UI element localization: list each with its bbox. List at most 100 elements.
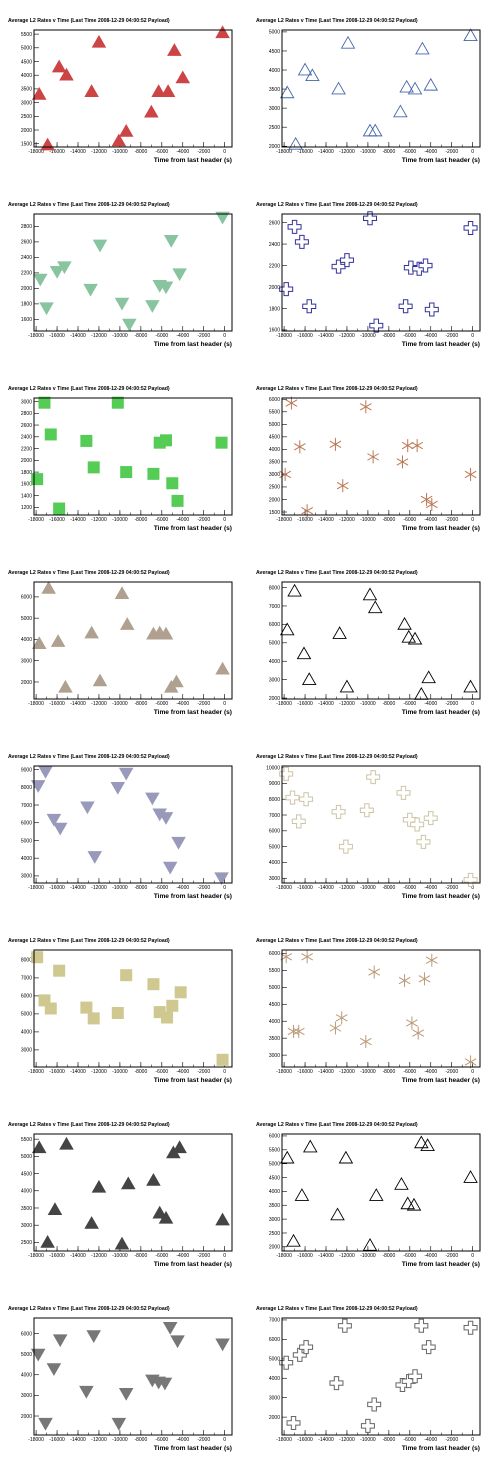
y-tick-label: 2000 <box>21 128 32 134</box>
chart-title: Average L2 Rates v Time (Last Time 2008-… <box>256 938 418 944</box>
x-tick-label: 0 <box>471 333 474 339</box>
data-point <box>40 1234 55 1248</box>
y-tick-label: 3000 <box>21 1223 32 1229</box>
data-point <box>418 972 431 986</box>
data-point <box>52 1334 68 1348</box>
x-tick-label: -6000 <box>155 1253 168 1259</box>
x-tick-label: -4000 <box>424 517 437 523</box>
data-point <box>407 631 423 645</box>
y-tick-label: 5000 <box>269 422 280 428</box>
x-tick-label: -12000 <box>339 885 355 891</box>
x-tick-label: 0 <box>471 149 474 155</box>
data-point <box>339 253 354 268</box>
y-tick-label: 3000 <box>269 1395 280 1401</box>
x-tick-label: -2000 <box>445 333 458 339</box>
x-tick-label: -18000 <box>276 1069 292 1075</box>
x-tick-label: -10000 <box>360 701 376 707</box>
y-tick-label: 5000 <box>269 641 280 647</box>
data-point <box>160 434 172 447</box>
x-axis-label: Time from last header (s) <box>154 341 232 348</box>
x-tick-label: -10000 <box>112 149 128 155</box>
data-point <box>47 1202 63 1216</box>
plot-border <box>33 213 233 332</box>
data-point <box>421 670 436 684</box>
chart-title: Average L2 Rates v Time (Last Time 2008-… <box>8 1306 170 1312</box>
data-point <box>80 434 93 447</box>
data-point <box>301 672 317 685</box>
x-axis-label: Time from last header (s) <box>402 157 480 164</box>
data-point <box>215 1338 230 1352</box>
data-point <box>111 1417 127 1431</box>
y-tick-label: 3000 <box>21 659 32 665</box>
y-tick-label: 2800 <box>21 411 32 417</box>
x-tick-label: -4000 <box>176 1253 189 1259</box>
data-point <box>331 259 346 274</box>
data-point <box>41 580 56 594</box>
data-point <box>294 1188 310 1201</box>
data-point <box>287 219 302 234</box>
x-tick-label: -18000 <box>28 1437 44 1443</box>
data-point <box>416 834 431 849</box>
x-tick-label: 0 <box>223 1253 226 1259</box>
x-tick-label: -14000 <box>70 1437 86 1443</box>
x-tick-label: -2000 <box>445 1253 458 1259</box>
data-point <box>420 492 433 506</box>
chart-title: Average L2 Rates v Time (Last Time 2008-… <box>256 202 418 208</box>
data-point <box>359 803 374 818</box>
x-tick-label: -6000 <box>155 333 168 339</box>
y-tick-label: 5000 <box>21 46 32 52</box>
data-point <box>145 792 160 806</box>
data-point <box>339 679 355 693</box>
x-tick-label: -14000 <box>70 701 86 707</box>
y-tick-label: 4000 <box>269 860 280 866</box>
data-point <box>367 123 383 137</box>
data-point <box>160 84 176 97</box>
x-tick-label: 0 <box>471 1437 474 1443</box>
y-tick-label: 1600 <box>21 317 32 323</box>
y-tick-label: 2000 <box>21 286 32 292</box>
x-axis-label: Time from last header (s) <box>154 709 232 716</box>
data-point <box>464 467 477 481</box>
scatter-chart: Average L2 Rates v Time (Last Time 2008-… <box>8 570 233 716</box>
x-tick-label: -2000 <box>197 1253 210 1259</box>
y-tick-label: 6000 <box>269 951 280 957</box>
x-tick-label: -8000 <box>134 1069 147 1075</box>
y-tick-label: 2000 <box>269 285 280 291</box>
y-tick-label: 4500 <box>269 49 280 55</box>
scatter-chart: Average L2 Rates v Time (Last Time 2008-… <box>256 386 481 532</box>
y-tick-label: 3000 <box>21 399 32 405</box>
data-point <box>411 439 424 453</box>
x-tick-label: -6000 <box>403 1253 416 1259</box>
x-tick-label: -14000 <box>70 333 86 339</box>
data-point <box>147 467 160 480</box>
data-point <box>214 872 229 886</box>
data-point <box>49 266 65 279</box>
y-tick-label: 3000 <box>269 1053 280 1059</box>
y-tick-label: 1600 <box>269 328 280 334</box>
y-tick-label: 4500 <box>269 1002 280 1008</box>
x-axis-label: Time from last header (s) <box>402 525 480 532</box>
y-tick-label: 5000 <box>269 1161 280 1167</box>
x-tick-label: -6000 <box>155 701 168 707</box>
chart-panel: Average L2 Rates v Time (Last Time 2008-… <box>0 920 248 1104</box>
data-point <box>399 79 414 93</box>
x-tick-label: -14000 <box>318 517 334 523</box>
y-tick-label: 4000 <box>269 447 280 453</box>
x-tick-label: -14000 <box>318 1253 334 1259</box>
data-point <box>169 674 184 688</box>
x-tick-label: 0 <box>471 885 474 891</box>
y-tick-label: 9000 <box>269 781 280 787</box>
x-tick-label: -14000 <box>70 1253 86 1259</box>
plot-frame <box>281 397 481 516</box>
data-point <box>401 629 417 643</box>
data-point <box>52 822 68 836</box>
y-tick-label: 5000 <box>21 1154 32 1160</box>
scatter-chart: Average L2 Rates v Time (Last Time 2008-… <box>8 938 233 1084</box>
x-tick-label: -14000 <box>318 333 334 339</box>
y-tick-label: 3000 <box>269 876 280 882</box>
data-point <box>87 461 100 474</box>
y-tick-label: 5500 <box>269 1148 280 1154</box>
data-point <box>279 1150 295 1164</box>
data-point <box>92 239 108 253</box>
plot-border <box>33 949 233 1068</box>
